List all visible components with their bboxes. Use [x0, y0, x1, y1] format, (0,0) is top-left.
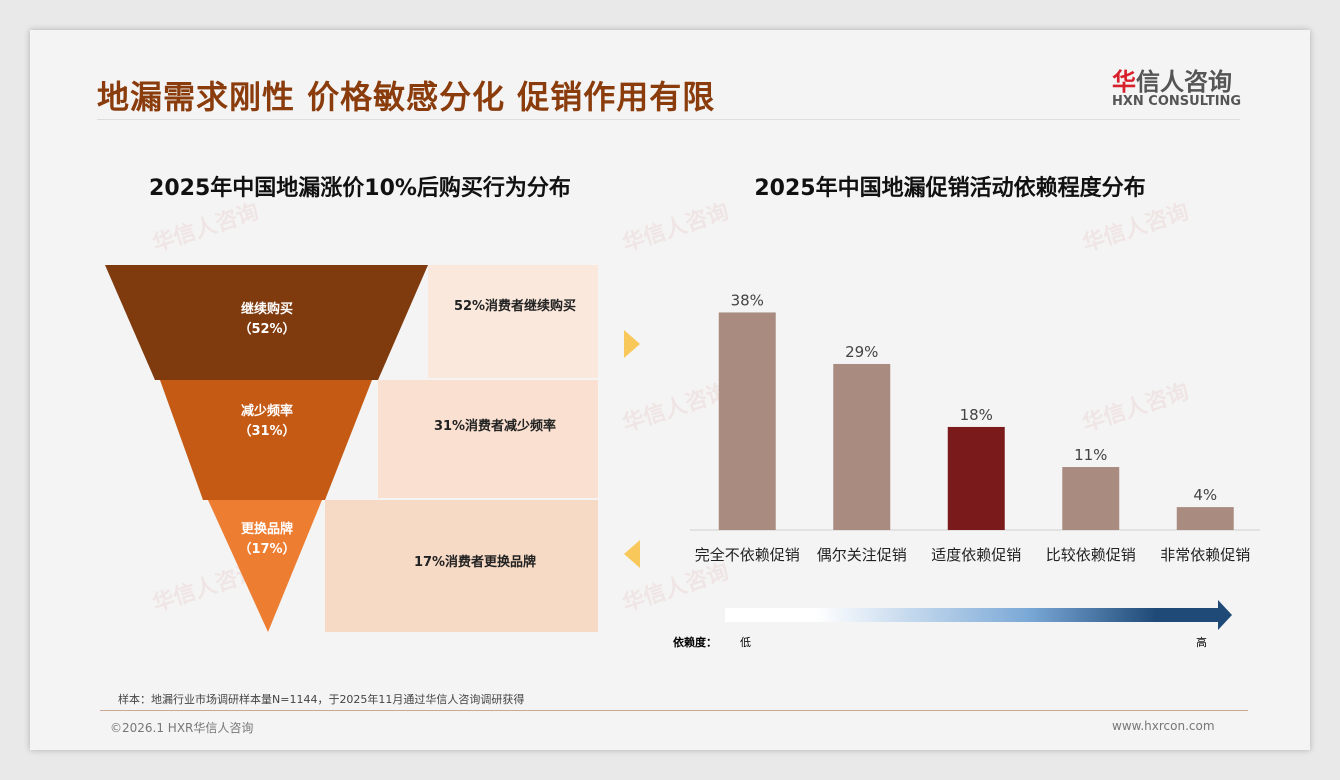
bar-value-label: 29% [845, 343, 878, 361]
scale-high: 高 [1196, 636, 1207, 649]
funnel-label: 减少频率 （31%） [167, 402, 367, 442]
funnel-chart [105, 265, 640, 632]
footer-divider [100, 710, 1248, 711]
logo-en: HXN CONSULTING [1112, 94, 1242, 109]
copyright: ©2026.1 HXR华信人咨询 [110, 721, 254, 735]
x-tick-label: 偶尔关注促销 [817, 546, 907, 564]
bar [718, 312, 776, 530]
sample-note: 样本：地漏行业市场调研样本量N=1144，于2025年11月通过华信人咨询调研获… [118, 693, 525, 706]
bar-value-label: 4% [1193, 486, 1217, 504]
funnel-stage [105, 265, 428, 380]
x-tick-label: 比较依赖促销 [1046, 546, 1136, 564]
page-title: 地漏需求刚性 价格敏感分化 促销作用有限 [97, 78, 716, 116]
bar-value-label: 38% [731, 291, 764, 309]
funnel-title: 2025年中国地漏涨价10%后购买行为分布 [149, 176, 571, 201]
bar-chart: 38% 完全不依赖促销 29% 偶尔关注促销 18% 适度依赖促销 11% 比较依赖促销 4% 非… [690, 291, 1260, 630]
bar-title: 2025年中国地漏促销活动依赖程度分布 [754, 176, 1146, 201]
slide: 地漏需求刚性 价格敏感分化 促销作用有限 华信人咨询 HXN CONSULTIN… [30, 30, 1310, 750]
bar-value-label: 11% [1074, 446, 1107, 464]
divider [97, 119, 1240, 120]
funnel-note-bg [325, 500, 598, 632]
bar [833, 363, 891, 530]
funnel-stage [160, 380, 372, 500]
funnel-note: 31%消费者减少频率 [433, 419, 557, 434]
x-tick-label: 适度依赖促销 [931, 546, 1021, 564]
funnel-note-bg [378, 380, 598, 498]
bar [1062, 467, 1120, 530]
scale-label: 依赖度： [673, 636, 717, 649]
website-link[interactable]: www.hxrcon.com [1112, 719, 1215, 733]
stage-value: （52%） [238, 322, 296, 337]
arrow-right-icon [624, 330, 640, 358]
dependency-gradient-arrow [725, 600, 1232, 630]
bar [947, 426, 1005, 530]
stage-value: （31%） [238, 424, 296, 439]
x-tick-label: 非常依赖促销 [1160, 546, 1250, 564]
funnel-note: 17%消费者更换品牌 [413, 555, 537, 570]
funnel-note-bg [428, 265, 598, 378]
scale-low: 低 [740, 636, 751, 649]
logo-text: 信人咨询 [1136, 68, 1232, 96]
x-tick-label: 完全不依赖促销 [695, 546, 800, 564]
funnel-note: 52%消费者继续购买 [453, 299, 577, 314]
stage-value: （17%） [238, 542, 296, 557]
logo-mark: 华 [1112, 68, 1136, 96]
bar-value-label: 18% [960, 406, 993, 424]
bar [1176, 507, 1234, 530]
stage-label: 减少频率 [240, 404, 293, 419]
logo: 华信人咨询 [1112, 62, 1232, 97]
stage-label: 更换品牌 [240, 522, 293, 537]
arrow-left-icon [624, 540, 640, 568]
stage-label: 继续购买 [240, 302, 293, 317]
funnel-label: 继续购买 （52%） [167, 300, 367, 340]
funnel-stage [208, 500, 322, 632]
funnel-label: 更换品牌 （17%） [167, 520, 367, 560]
